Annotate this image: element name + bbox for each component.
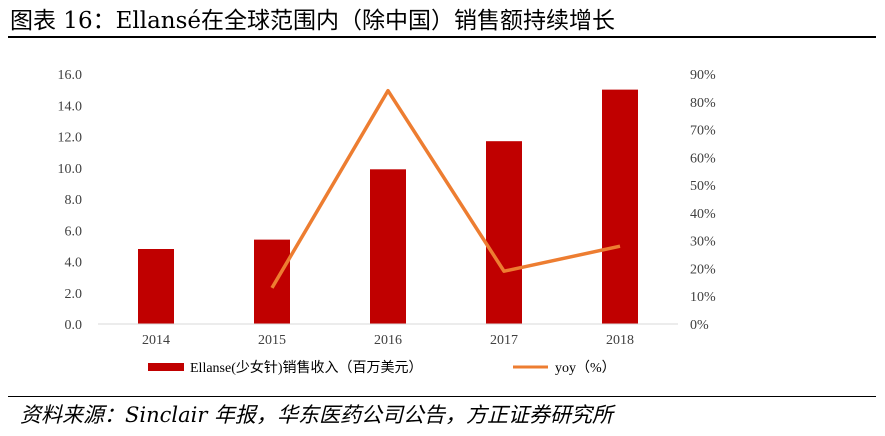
- legend-label-line: yoy（%）: [555, 360, 616, 376]
- x-tick-label: 2017: [490, 333, 518, 348]
- right-tick-label: 50%: [690, 179, 716, 194]
- left-tick-label: 6.0: [65, 224, 83, 239]
- left-axis-ticks: 0.0 2.0 4.0 6.0 8.0 10.0 12.0 14.0 16.0: [58, 68, 83, 333]
- bar-2014: [138, 249, 174, 324]
- right-tick-label: 80%: [690, 96, 716, 111]
- source-note: 资料来源：Sinclair 年报，华东医药公司公告，方正证券研究所: [20, 403, 614, 427]
- right-tick-label: 70%: [690, 124, 716, 139]
- right-tick-label: 20%: [690, 262, 716, 277]
- bar-2016: [370, 169, 406, 324]
- bars-series: [138, 89, 638, 324]
- left-tick-label: 12.0: [58, 131, 83, 146]
- right-tick-label: 60%: [690, 151, 716, 166]
- left-tick-label: 8.0: [65, 193, 83, 208]
- source-rule: [8, 396, 876, 397]
- left-tick-label: 0.0: [65, 318, 83, 333]
- x-tick-label: 2015: [258, 333, 286, 348]
- legend-swatch-bar: [148, 363, 184, 371]
- bar-2017: [486, 141, 522, 324]
- chart: 0.0 2.0 4.0 6.0 8.0 10.0 12.0 14.0 16.0 0% 10% 20%…: [58, 68, 717, 376]
- right-axis-ticks: 0% 10% 20% 30% 40% 50% 60% 70% 80% 90%: [690, 68, 716, 333]
- left-tick-label: 14.0: [58, 99, 83, 114]
- x-tick-label: 2014: [142, 333, 170, 348]
- right-tick-label: 40%: [690, 207, 716, 222]
- left-tick-label: 4.0: [65, 256, 83, 271]
- x-axis-labels: 2014 2015 2016 2017 2018: [142, 333, 634, 348]
- yoy-line: [270, 88, 621, 289]
- right-tick-label: 30%: [690, 235, 716, 250]
- left-tick-label: 16.0: [58, 68, 83, 83]
- right-tick-label: 90%: [690, 68, 716, 83]
- left-tick-label: 2.0: [65, 287, 83, 302]
- x-tick-label: 2016: [374, 333, 402, 348]
- bar-2015: [254, 239, 290, 324]
- legend-label-bar: Ellanse(少女针)销售收入（百万美元）: [190, 359, 423, 376]
- x-tick-label: 2018: [606, 333, 634, 348]
- legend: Ellanse(少女针)销售收入（百万美元） yoy（%）: [148, 359, 616, 376]
- right-tick-label: 10%: [690, 290, 716, 305]
- title-rule: [8, 36, 876, 38]
- left-tick-label: 10.0: [58, 162, 83, 177]
- yoy-line-series: [270, 88, 621, 289]
- bar-2018: [602, 89, 638, 324]
- right-tick-label: 0%: [690, 318, 709, 333]
- figure-title: 图表 16：Ellansé在全球范围内（除中国）销售额持续增长: [10, 8, 616, 34]
